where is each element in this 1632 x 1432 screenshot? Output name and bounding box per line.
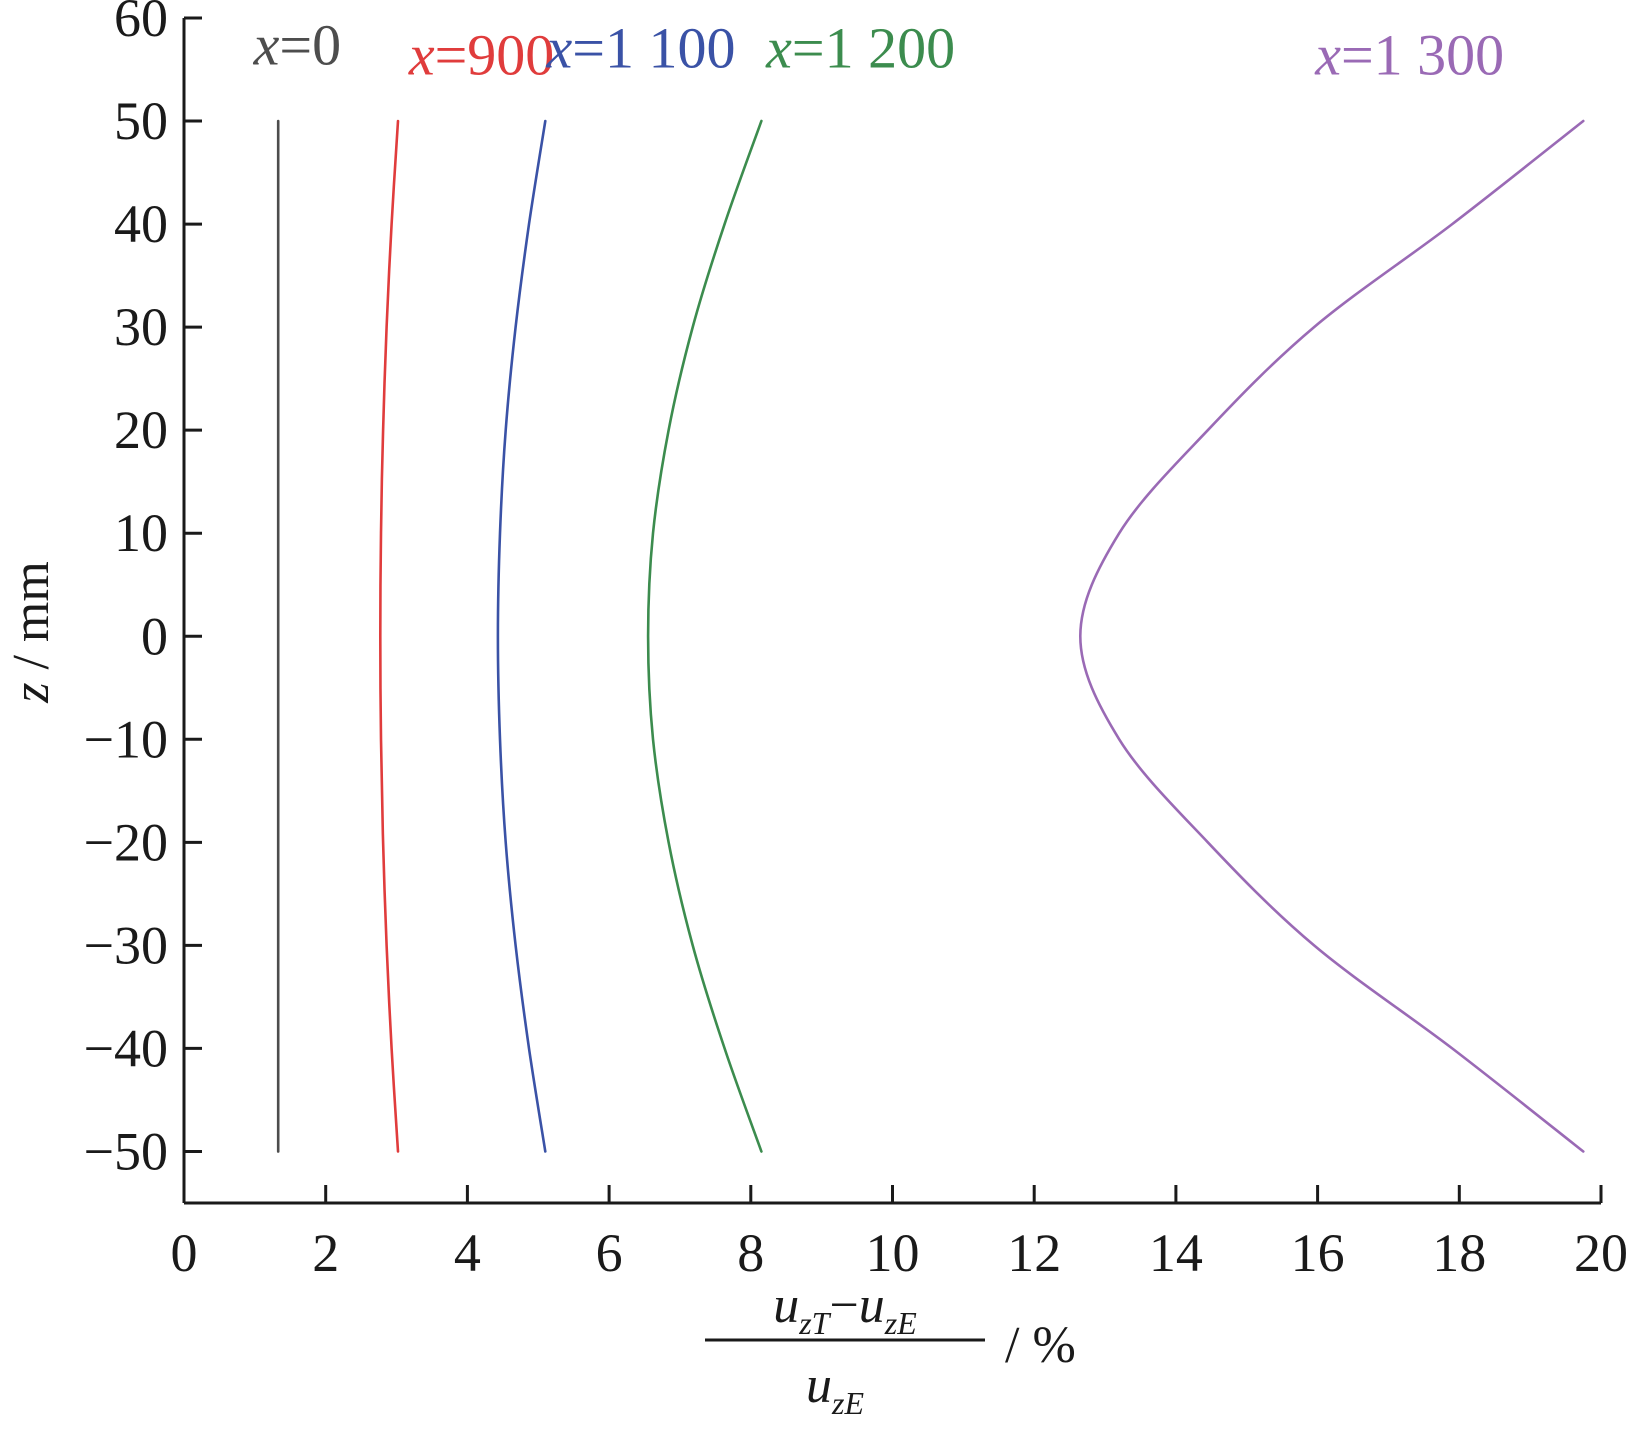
y-tick-label: 20 (114, 400, 168, 460)
x-tick-label: 12 (1007, 1223, 1061, 1283)
series-label: x=1 300 (1314, 23, 1504, 88)
x-tick-label: 18 (1432, 1223, 1486, 1283)
x-tick-label: 2 (312, 1223, 339, 1283)
y-tick-label: −30 (84, 915, 168, 975)
series-label: x=1 100 (545, 15, 735, 80)
x-tick-label: 16 (1291, 1223, 1345, 1283)
x-tick-label: 14 (1149, 1223, 1203, 1283)
axes (182, 18, 1601, 1205)
series-label: x=0 (253, 12, 341, 77)
x-tick-label: 8 (737, 1223, 764, 1283)
series-line (496, 119, 547, 1153)
x-tick-label: 0 (171, 1223, 198, 1283)
series-label: x=1 200 (765, 15, 955, 80)
x-axis-title-denominator: uzE (806, 1357, 864, 1421)
x-tick-label: 6 (596, 1223, 623, 1283)
y-tick-label: 10 (114, 503, 168, 563)
series-line (1079, 119, 1585, 1153)
series-line (646, 119, 763, 1153)
y-tick-label: 0 (141, 606, 168, 666)
y-ticks: −50 −40 −30 −20 −10 0 10 20 30 40 50 60 (84, 0, 202, 1181)
y-axis-title: z / mm (3, 561, 60, 704)
x-tick-label: 4 (454, 1223, 481, 1283)
y-tick-label: 30 (114, 297, 168, 357)
y-tick-label: 60 (114, 0, 168, 48)
x-tick-label: 20 (1574, 1223, 1628, 1283)
x-axis-title: uzT−uzE uzE / % (705, 1277, 1076, 1421)
x-ticks: 0 2 4 6 8 10 12 14 16 18 20 (171, 1185, 1628, 1283)
y-tick-label: −10 (84, 709, 168, 769)
plot-area (276, 119, 1585, 1153)
series-label: x=900 (408, 23, 554, 88)
y-tick-label: −50 (84, 1121, 168, 1181)
y-tick-label: 50 (114, 91, 168, 151)
x-axis-title-numerator: uzT−uzE (773, 1277, 917, 1341)
x-tick-label: 10 (866, 1223, 920, 1283)
y-tick-label: −20 (84, 812, 168, 872)
y-tick-label: −40 (84, 1018, 168, 1078)
x-axis-title-unit: / % (1005, 1317, 1076, 1374)
y-tick-label: 40 (114, 194, 168, 254)
series-line (379, 119, 400, 1153)
